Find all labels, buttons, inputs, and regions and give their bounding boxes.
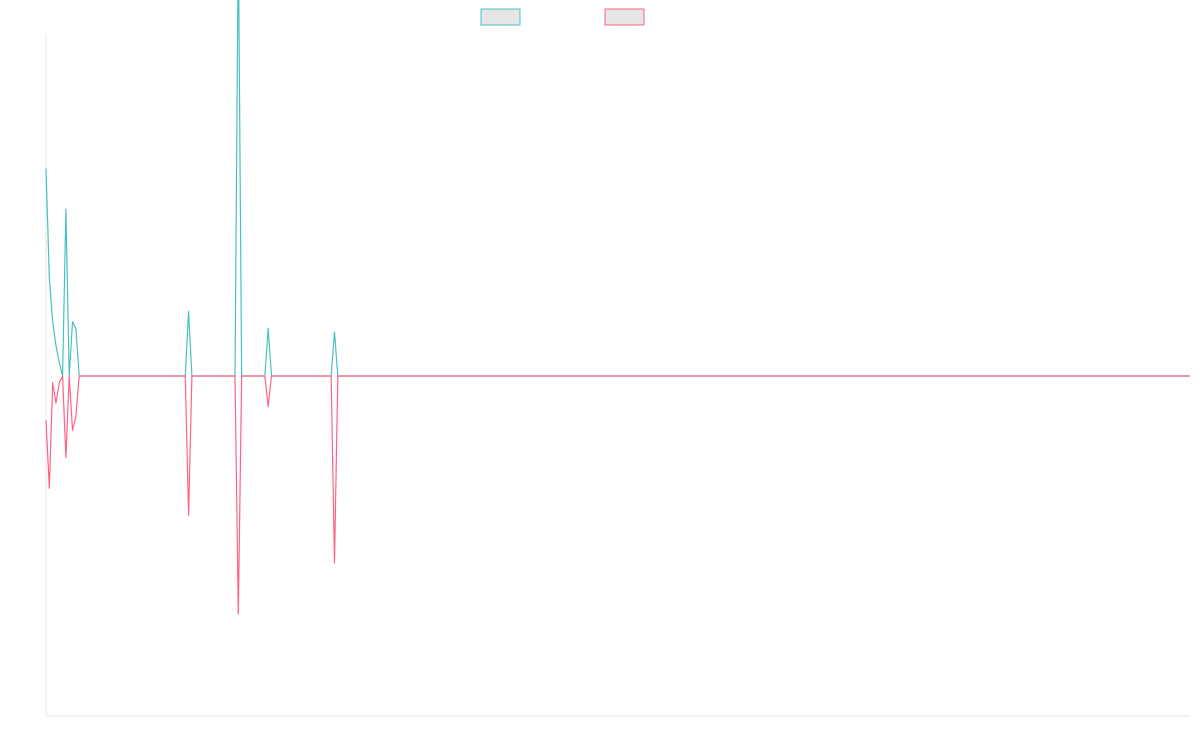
- axes: [45, 36, 1190, 717]
- legend-swatch-1: [480, 8, 521, 26]
- legend-swatch-2: [604, 8, 645, 26]
- legend: [480, 8, 645, 26]
- series-group: [45, 0, 1190, 615]
- series-line-2: [45, 375, 1190, 615]
- series-line-1: [45, 0, 1190, 377]
